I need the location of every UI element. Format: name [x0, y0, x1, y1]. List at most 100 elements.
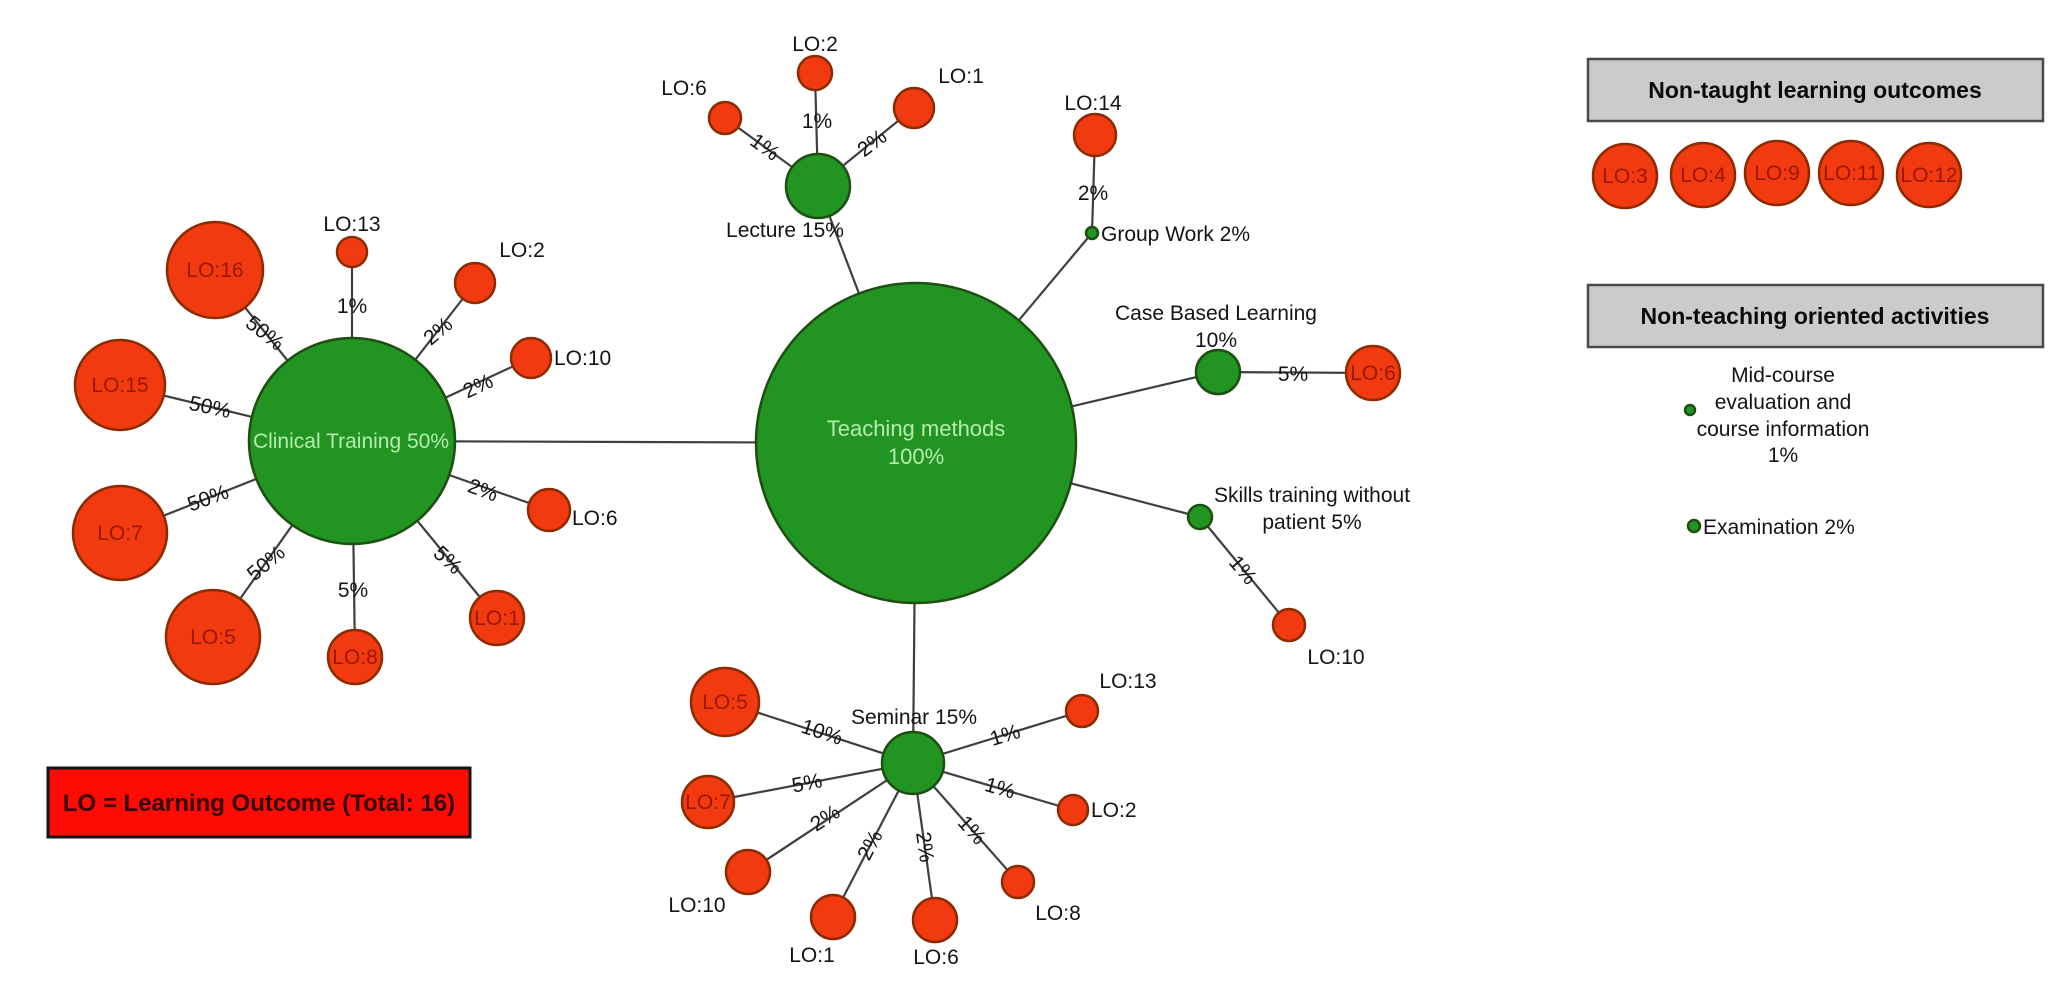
legend-lo12-node: [1895, 141, 1963, 209]
skills-lo10-node: [1271, 607, 1307, 643]
seminar-lo6-node: [911, 896, 959, 944]
clinical-lo8-label: LO:8: [332, 646, 378, 669]
clinical-lo2-pct: 2%: [419, 313, 457, 350]
outcome-nodes: [71, 54, 1402, 944]
clinical-lo2-label: LO:2: [499, 239, 545, 262]
groupwork-lo14-node: [1072, 112, 1118, 158]
case-based-label-line2: 10%: [1195, 329, 1237, 352]
skills-label-line1: Skills training without: [1214, 484, 1410, 507]
lecture-lo6-node: [707, 100, 743, 136]
legend-non-taught: Non-taught learning outcomes LO:3 LO:4 L…: [1586, 57, 2045, 210]
legend-non-teaching-title: Non-teaching oriented activities: [1641, 303, 1990, 329]
seminar-lo13-node: [1064, 693, 1100, 729]
legend-lo4-node: [1669, 141, 1737, 209]
teaching-methods-node: [754, 281, 1078, 605]
clinical-lo10-pct: 2%: [460, 370, 497, 404]
midcourse-line1: Mid-course: [1731, 364, 1835, 387]
activity-nodes: [247, 152, 1242, 796]
legend-non-teaching-panel: [1586, 283, 2045, 349]
seminar-lo2-label: LO:2: [1091, 799, 1137, 822]
clinical-lo15-node: [73, 338, 167, 432]
skills-lo10-label: LO:10: [1307, 646, 1364, 669]
seminar-lo13-label: LO:13: [1099, 670, 1156, 693]
clinical-lo6-node: [526, 487, 572, 533]
clinical-lo16-pct: 50%: [241, 311, 288, 355]
clinical-lo1-node: [468, 589, 526, 647]
clinical-lo13-label: LO:13: [323, 213, 380, 236]
seminar-lo1-pct: 2%: [853, 826, 888, 864]
seminar-lo8-node: [1000, 864, 1036, 900]
seminar-lo2-pct: 1%: [982, 773, 1018, 803]
clinical-lo7-label: LO:7: [97, 522, 143, 545]
seminar-lo13-pct: 1%: [987, 720, 1023, 751]
group-work-node: [1084, 225, 1100, 241]
casebased-lo6-node: [1344, 344, 1402, 402]
clinical-lo10-node: [509, 336, 553, 380]
skills-label-line2: patient 5%: [1262, 511, 1361, 534]
legend-non-taught-title: Non-taught learning outcomes: [1648, 77, 1982, 103]
seminar-label: Seminar 15%: [851, 706, 977, 729]
case-based-learning-node: [1194, 348, 1242, 396]
clinical-lo5-node: [164, 588, 262, 686]
clinical-training-node: [247, 336, 457, 546]
legend-lo12-label: LO:12: [1900, 164, 1957, 187]
outcome-labels: LO:6 LO:2 LO:1 LO:16 LO:13 LO:2 LO:10 LO…: [91, 33, 1395, 969]
clinical-lo7-pct: 50%: [184, 480, 231, 516]
clinical-lo5-pct: 50%: [243, 541, 290, 586]
seminar-lo2-node: [1056, 793, 1090, 827]
teaching-methods-pct: 100%: [888, 444, 944, 469]
edge-skills-lo10: [1199, 516, 1290, 626]
seminar-lo7-node: [680, 774, 736, 830]
skills-training-node: [1186, 503, 1214, 531]
case-based-label-line1: Case Based Learning: [1115, 302, 1317, 325]
seminar-lo7-pct: 5%: [790, 769, 824, 797]
casebased-lo6-label: LO:6: [1350, 362, 1396, 385]
seminar-lo6-pct: 2%: [911, 830, 938, 863]
key-box-text: LO = Learning Outcome (Total: 16): [63, 790, 455, 817]
edge-seminar-lo7: [707, 761, 914, 804]
examination-dot: [1686, 518, 1702, 534]
clinical-lo16-label: LO:16: [186, 259, 243, 282]
legend-lo9-label: LO:9: [1754, 162, 1800, 185]
seminar-lo1-label: LO:1: [789, 944, 835, 967]
groupwork-lo14-label: LO:14: [1064, 92, 1122, 115]
lecture-label: Lecture 15%: [726, 219, 844, 242]
examination-label: Examination 2%: [1703, 516, 1855, 539]
lecture-lo1-label: LO:1: [938, 65, 984, 88]
clinical-lo2-node: [453, 261, 497, 305]
clinical-lo13-pct: 1%: [337, 295, 367, 318]
lecture-lo2-node: [796, 54, 834, 92]
seminar-lo7-label: LO:7: [685, 791, 731, 814]
clinical-lo6-pct: 2%: [465, 474, 501, 506]
key-box-rect: [46, 766, 472, 839]
clinical-lo8-pct: 5%: [338, 579, 368, 602]
seminar-lo10-node: [724, 848, 772, 896]
seminar-lo5-label: LO:5: [702, 691, 748, 714]
clinical-lo13-node: [335, 235, 369, 269]
clinical-lo15-label: LO:15: [91, 374, 148, 397]
seminar-lo8-label: LO:8: [1035, 902, 1081, 925]
legend-lo3-label: LO:3: [1602, 165, 1648, 188]
clinical-lo10-label: LO:10: [554, 347, 611, 370]
group-work-label: Group Work 2%: [1101, 223, 1250, 246]
midcourse-line2: evaluation and: [1715, 391, 1852, 414]
clinical-lo6-label: LO:6: [572, 507, 618, 530]
lecture-node: [784, 152, 852, 220]
lecture-lo2-pct: 1%: [802, 110, 832, 133]
casebased-lo6-pct: 5%: [1278, 363, 1308, 386]
legend-lo9-node: [1743, 139, 1811, 207]
midcourse-line3: course information: [1697, 418, 1870, 441]
seminar-lo10-label: LO:10: [668, 894, 725, 917]
seminar-lo6-label: LO:6: [913, 946, 959, 969]
groupwork-lo14-pct: 2%: [1078, 182, 1108, 205]
midcourse-dot: [1683, 403, 1697, 417]
seminar-lo1-node: [809, 893, 857, 941]
clinical-lo5-label: LO:5: [190, 626, 236, 649]
midcourse-line4: 1%: [1768, 444, 1798, 467]
legend-lo11-label: LO:11: [1823, 162, 1879, 185]
seminar-node: [880, 730, 946, 796]
lecture-lo1-node: [892, 86, 936, 130]
legend-lo3-node: [1591, 142, 1659, 210]
